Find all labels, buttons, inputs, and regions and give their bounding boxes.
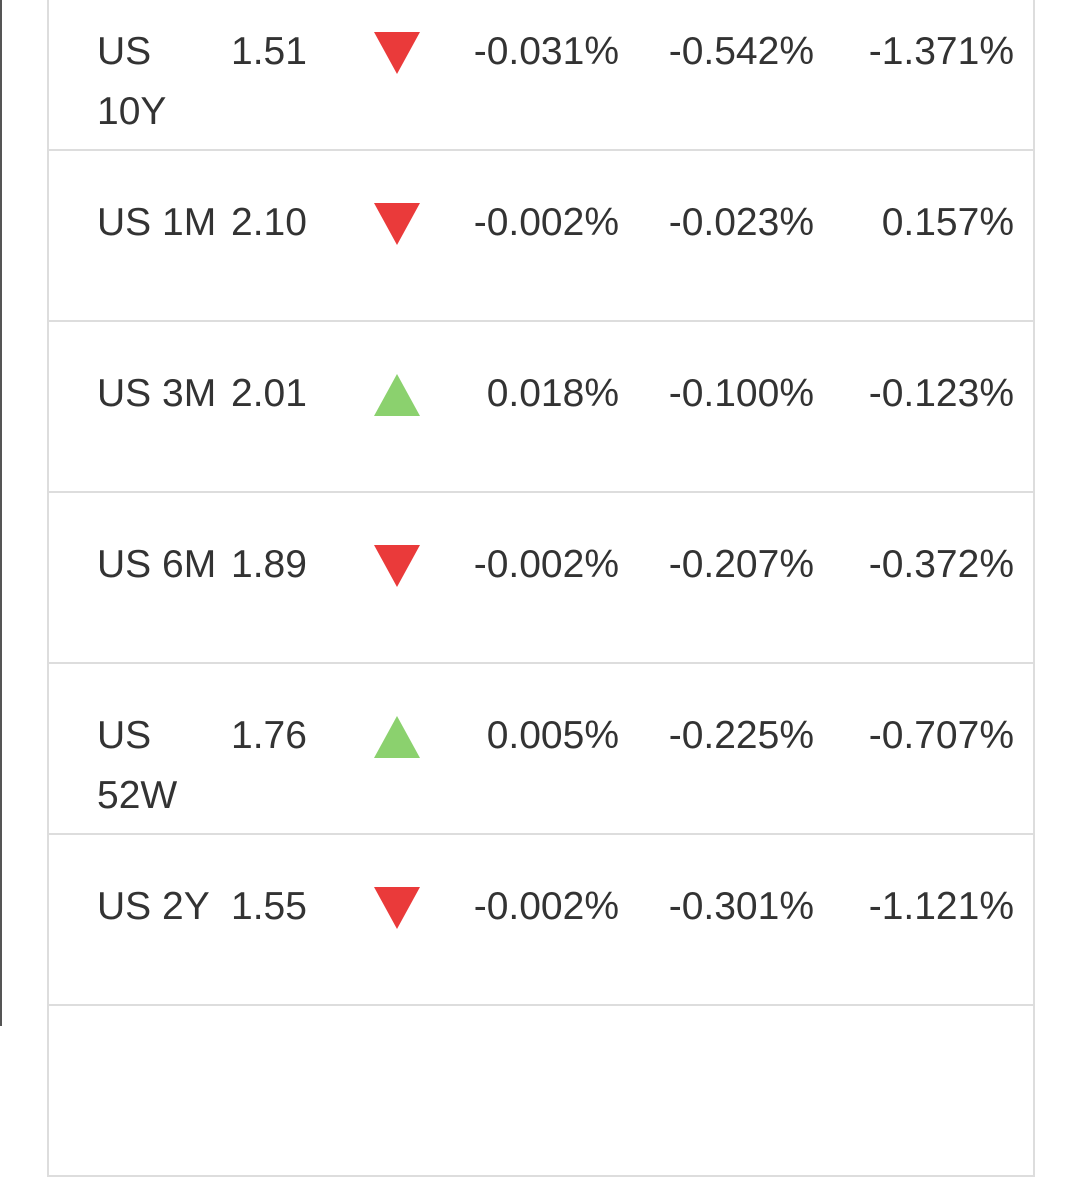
instrument-name: US 1M bbox=[97, 201, 217, 244]
instrument-name: US 10Y bbox=[97, 30, 167, 133]
change-2: -0.225% bbox=[668, 714, 814, 757]
instrument-name: US 3M bbox=[97, 372, 217, 415]
triangle-up-icon bbox=[374, 716, 420, 758]
yield-value: 2.01 bbox=[231, 372, 307, 415]
change-3: -0.372% bbox=[868, 543, 1014, 586]
instrument-name: US 2Y bbox=[97, 885, 210, 928]
triangle-up-icon bbox=[374, 374, 420, 416]
yields-table: US 10Y 1.51 -0.031% -0.542% -1.371% US 1… bbox=[47, 0, 1035, 1177]
change-2: -0.100% bbox=[668, 372, 814, 415]
table-row[interactable]: US 3M 2.01 0.018% -0.100% -0.123% bbox=[49, 322, 1033, 493]
change-1: -0.002% bbox=[473, 885, 619, 928]
change-3: -0.123% bbox=[868, 372, 1014, 415]
change-1: -0.002% bbox=[473, 201, 619, 244]
yield-value: 1.51 bbox=[231, 30, 307, 73]
change-2: -0.301% bbox=[668, 885, 814, 928]
change-3: -1.121% bbox=[868, 885, 1014, 928]
change-1: -0.031% bbox=[473, 30, 619, 73]
yield-value: 1.55 bbox=[231, 885, 307, 928]
triangle-down-icon bbox=[374, 545, 420, 587]
change-3: 0.157% bbox=[881, 201, 1014, 244]
yield-value: 2.10 bbox=[231, 201, 307, 244]
change-2: -0.207% bbox=[668, 543, 814, 586]
change-1: 0.018% bbox=[486, 372, 619, 415]
window-edge bbox=[0, 0, 2, 1026]
change-1: -0.002% bbox=[473, 543, 619, 586]
change-2: -0.542% bbox=[668, 30, 814, 73]
yield-value: 1.76 bbox=[231, 714, 307, 757]
triangle-down-icon bbox=[374, 32, 420, 74]
change-1: 0.005% bbox=[486, 714, 619, 757]
table-row[interactable]: US 52W 1.76 0.005% -0.225% -0.707% bbox=[49, 664, 1033, 835]
yield-value: 1.89 bbox=[231, 543, 307, 586]
table-row[interactable]: US 2Y 1.55 -0.002% -0.301% -1.121% bbox=[49, 835, 1033, 1006]
triangle-down-icon bbox=[374, 203, 420, 245]
change-3: -1.371% bbox=[868, 30, 1014, 73]
table-row[interactable]: US 10Y 1.51 -0.031% -0.542% -1.371% bbox=[49, 0, 1033, 151]
instrument-name: US 52W bbox=[97, 714, 178, 817]
change-3: -0.707% bbox=[868, 714, 1014, 757]
instrument-name: US 6M bbox=[97, 543, 217, 586]
change-2: -0.023% bbox=[668, 201, 814, 244]
table-row-partial bbox=[49, 1006, 1033, 1177]
table-row[interactable]: US 6M 1.89 -0.002% -0.207% -0.372% bbox=[49, 493, 1033, 664]
triangle-down-icon bbox=[374, 887, 420, 929]
table-row[interactable]: US 1M 2.10 -0.002% -0.023% 0.157% bbox=[49, 151, 1033, 322]
